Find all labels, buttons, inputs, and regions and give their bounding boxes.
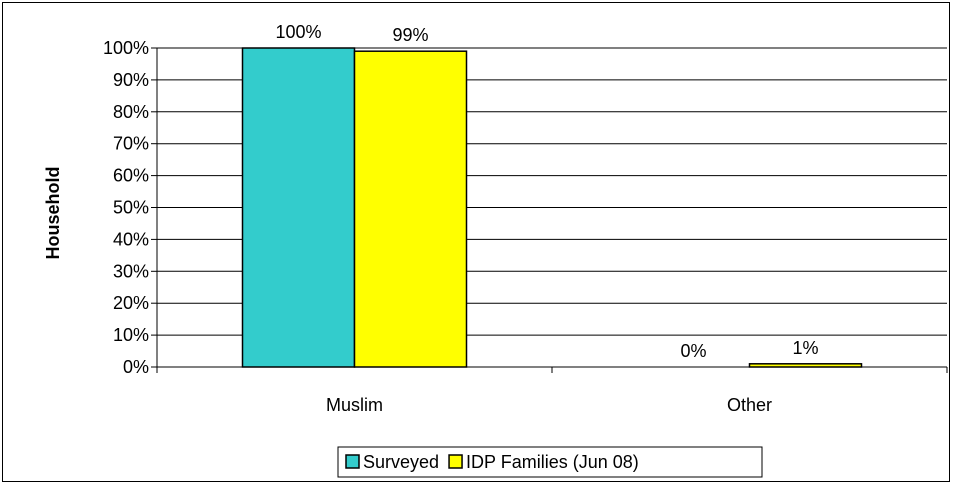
data-label: 1%	[792, 338, 818, 358]
y-tick-label: 70%	[113, 134, 149, 154]
bar	[353, 50, 468, 368]
legend-label: Surveyed	[363, 452, 439, 472]
data-label: 99%	[392, 25, 428, 45]
legend: Surveyed IDP Families (Jun 08)	[337, 446, 763, 478]
y-tick-label: 20%	[113, 293, 149, 313]
y-tick-label: 100%	[103, 38, 149, 58]
y-tick-label: 0%	[123, 357, 149, 377]
y-tick-label: 10%	[113, 325, 149, 345]
y-tick-label: 40%	[113, 229, 149, 249]
bars	[241, 47, 863, 368]
legend-label: IDP Families (Jun 08)	[466, 452, 639, 472]
y-tick-label: 50%	[113, 198, 149, 218]
legend-swatch	[345, 454, 360, 469]
bar-chart: 0% 10% 20% 30% 40% 50% 60% 70% 80% 90% 100% 100% 99%…	[43, 22, 948, 478]
legend-swatch	[448, 454, 463, 469]
y-tick-label: 60%	[113, 166, 149, 186]
y-tick-label: 90%	[113, 70, 149, 90]
data-label: 100%	[275, 22, 321, 42]
y-axis-title: Household	[43, 167, 63, 260]
bar	[241, 47, 356, 368]
category-label: Other	[727, 395, 772, 415]
axes	[151, 47, 948, 373]
category-label: Muslim	[326, 395, 383, 415]
y-tick-label: 80%	[113, 102, 149, 122]
legend-box	[337, 446, 763, 478]
labels: 0% 10% 20% 30% 40% 50% 60% 70% 80% 90% 100% 100% 99%…	[103, 22, 819, 415]
y-tick-label: 30%	[113, 261, 149, 281]
data-label: 0%	[680, 341, 706, 361]
